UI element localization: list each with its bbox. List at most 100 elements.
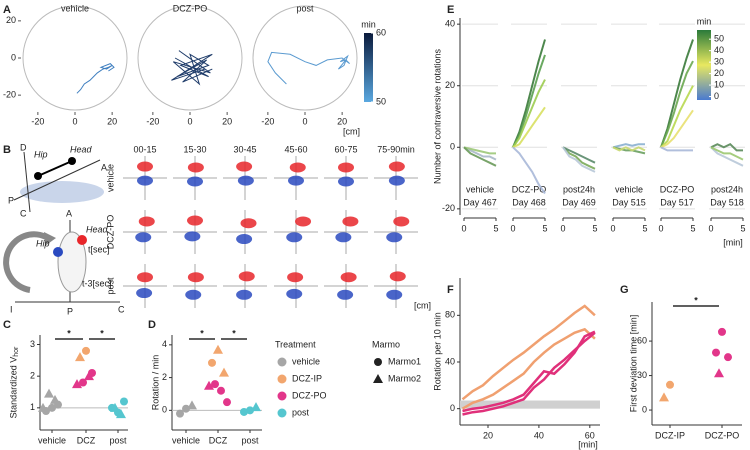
diagram-label: P [8, 195, 14, 205]
x-tick-label: 0 [510, 223, 515, 233]
x-tick-label: 40 [534, 430, 544, 440]
group-label: vehicle [466, 184, 494, 194]
legend-title: Treatment [275, 339, 316, 349]
head-cloud [338, 162, 354, 173]
head-cloud [238, 271, 255, 282]
rotation-line [562, 146, 596, 170]
x-tick-label: -20 [261, 116, 274, 126]
significance-label: * [67, 328, 71, 338]
hip-cloud [335, 232, 352, 243]
hip-cloud [137, 175, 153, 186]
x-tick-label: 20 [222, 116, 232, 126]
y-tick-label: 3 [30, 339, 35, 349]
rotation-line [660, 109, 694, 149]
legend-label: Marmo2 [388, 373, 421, 383]
circle-marker [208, 358, 216, 367]
x-axis-label: [cm] [343, 126, 360, 136]
trajectory [267, 51, 350, 85]
y-tick-label: 1 [30, 402, 35, 412]
axis-line [13, 159, 101, 201]
group-label: post24h [563, 184, 595, 194]
rotation-line [512, 79, 546, 148]
x-tick-label: vehicle [38, 435, 66, 445]
circle-marker [48, 403, 56, 412]
rotation-line [462, 330, 596, 413]
y-tick-label: 20 [6, 15, 16, 25]
panel-label: G [620, 284, 629, 296]
diagram-label: P [67, 306, 73, 316]
group-label: vehicle [615, 184, 643, 194]
x-tick-label: 5 [642, 223, 647, 233]
trajectory [171, 50, 213, 86]
rotation-line [612, 146, 646, 152]
triangle-marker [659, 392, 669, 402]
x-tick-label: DCZ-IP [655, 430, 685, 440]
head-cloud [137, 272, 153, 283]
x-axis-label: [min] [578, 439, 598, 449]
column-title: 00-15 [133, 144, 156, 154]
triangle-marker [75, 352, 85, 362]
circle-marker [712, 348, 720, 357]
legend-label: DCZ-IP [292, 373, 322, 383]
diagram-label: A [66, 208, 72, 218]
triangle-marker [219, 367, 229, 377]
y-tick-label: 0 [450, 403, 455, 413]
head-point [68, 157, 76, 165]
head-cloud [295, 216, 312, 227]
y-tick-label: 0 [162, 405, 167, 415]
rotation-line [512, 39, 546, 148]
y-axis-label-sub: hor [13, 346, 20, 357]
diagram-label: D [20, 142, 27, 152]
column-title: 15-30 [183, 144, 206, 154]
hip-cloud [286, 232, 303, 243]
y-tick-label: 2 [30, 371, 35, 381]
x-tick-label: post [241, 435, 259, 445]
head-cloud [236, 161, 253, 172]
triangle-marker [187, 400, 197, 410]
day-label: Day 518 [710, 197, 744, 207]
hip-cloud [184, 231, 201, 242]
legend-label: Marmo1 [388, 356, 421, 366]
y-tick-label: 30 [637, 370, 647, 380]
panel-title: post [296, 3, 314, 13]
circle-marker [718, 327, 726, 336]
circle-marker [666, 380, 674, 389]
legend-label: DCZ-PO [292, 390, 327, 400]
hip-cloud [187, 176, 203, 187]
legend-swatch [277, 391, 287, 401]
x-tick-label: 5 [740, 223, 745, 233]
colorbar-tick-label: 40 [714, 45, 724, 55]
x-tick-label: 5 [690, 223, 695, 233]
head-cloud [187, 215, 203, 226]
y-tick-label: -20 [442, 203, 455, 213]
circle-marker [374, 358, 382, 366]
x-tick-label: 0 [302, 116, 307, 126]
diagram-label: t-3[sec] [82, 278, 112, 288]
colorbar-tick-label: 20 [714, 68, 724, 78]
rotation-line [512, 146, 546, 195]
x-axis-label: [cm] [414, 300, 431, 310]
panel-title: vehicle [61, 3, 89, 13]
legend-title: Marmo [372, 339, 400, 349]
x-tick-label: vehicle [172, 435, 200, 445]
head-cloud [388, 161, 405, 172]
group-label: post24h [711, 184, 743, 194]
circle-marker [223, 398, 231, 407]
diagram-label: Hip [36, 238, 50, 248]
y-tick-label: 20 [445, 80, 455, 90]
rotation-line [710, 142, 743, 152]
y-tick-label: 40 [445, 19, 455, 29]
x-tick-label: -20 [146, 116, 159, 126]
y-tick-label: 2 [162, 372, 167, 382]
diagram-label: C [20, 208, 27, 218]
column-title: 75-90min [377, 144, 415, 154]
triangle-marker [72, 379, 82, 389]
x-tick-label: DCZ [77, 435, 96, 445]
triangle-marker [204, 380, 214, 390]
hip-point [34, 172, 42, 180]
colorbar-tick-label: 50 [714, 34, 724, 44]
day-label: Day 517 [660, 197, 694, 207]
y-axis-label: Standardized Vhor [8, 346, 19, 418]
hip-cloud [386, 232, 403, 243]
